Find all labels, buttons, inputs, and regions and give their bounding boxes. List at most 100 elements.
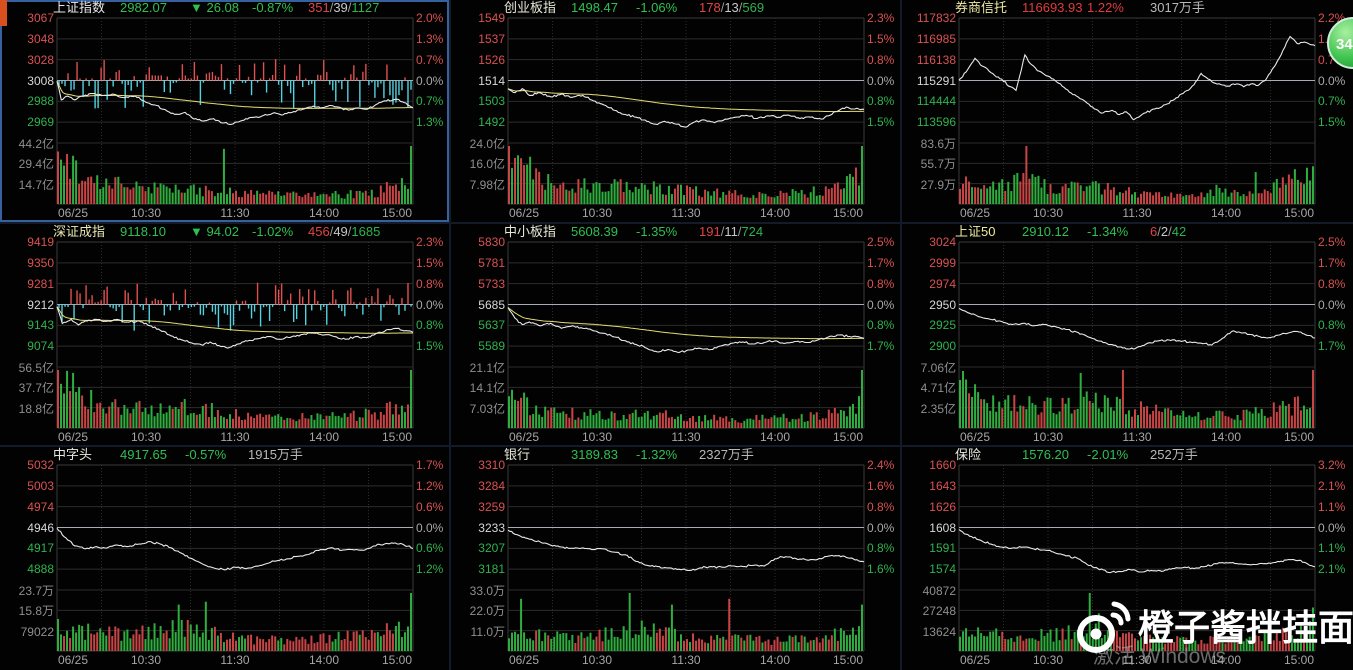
time-axis-label: 06/25 (959, 206, 991, 220)
chart-title: 中小板指 (504, 224, 557, 239)
volume-axis-label: 23.7万 (18, 584, 54, 598)
pct-axis-label: 2.4% (867, 458, 895, 472)
time-axis-label: 14:00 (759, 430, 791, 444)
chart-title: 深证成指 (53, 224, 106, 239)
pct-axis-label: 1.5% (867, 115, 895, 130)
price-axis-label: 115291 (916, 73, 956, 88)
declining-count: 569 (742, 0, 765, 15)
pct-axis-label: 1.3% (416, 31, 444, 46)
time-axis-label: 15:00 (832, 206, 864, 220)
chart-canvas-5[interactable] (451, 224, 902, 447)
time-axis-label: 14:00 (308, 653, 340, 667)
pct-axis-label: 1.7% (416, 458, 444, 472)
time-axis-label: 10:30 (581, 653, 613, 667)
time-axis-label: 06/25 (508, 430, 540, 444)
time-axis-label: 15:00 (381, 430, 413, 444)
chart-pct-change: -1.06% (636, 0, 678, 15)
price-axis-label: 4888 (27, 562, 54, 577)
chart-cell-3[interactable]: 券商信托 116693.93 1.22% 3017万手 117832 2.2% 116985… (902, 0, 1353, 224)
chart-last-value: 2910.12 (1022, 224, 1069, 239)
volume-axis-label: 18.8亿 (18, 401, 54, 416)
time-axis-label: 11:30 (1122, 653, 1152, 667)
pct-axis-label: 3.2% (1318, 458, 1346, 472)
price-axis-label: 4946 (27, 520, 54, 535)
price-axis-label: 3067 (27, 11, 54, 25)
pct-axis-label: 0.7% (416, 52, 444, 67)
slash-separator: / (1157, 224, 1161, 239)
time-axis-label: 14:00 (308, 430, 340, 444)
pct-axis-label: 2.5% (1318, 235, 1346, 249)
price-axis-label: 1660 (929, 458, 956, 472)
price-axis-label: 3259 (478, 499, 505, 514)
chart-cell-9[interactable]: 保险 1576.20 -2.01% 252万手 1660 3.2% 1643 2.1% 1626… (902, 447, 1353, 670)
slash-separator: / (737, 224, 742, 239)
time-axis-label: 14:00 (1210, 430, 1242, 444)
chart-cell-6[interactable]: 上证50 2910.12 -1.34% 6/2/42 3024 2.5% 2999 1.7% 2… (902, 224, 1353, 447)
flat-count: 2 (1160, 224, 1169, 239)
price-axis-label: 114444 (916, 94, 956, 109)
time-axis-label: 11:30 (220, 653, 250, 667)
chart-adv-flat-dec-counts: 6/2/42 (1150, 225, 1186, 239)
chart-canvas-9[interactable] (902, 447, 1353, 670)
floating-badge-label: 34 (1336, 36, 1353, 53)
price-axis-label: 3008 (27, 73, 54, 88)
chart-cell-1[interactable]: 上证指数 2982.07 ▼ 26.08 -0.87% 351/39/1127 3067 2… (0, 0, 451, 224)
chart-cell-8[interactable]: 银行 3189.83 -1.32% 2327万手 3310 2.4% 3284 1.6% 325… (451, 447, 902, 670)
chart-title: 券商信托 (955, 0, 1008, 15)
volume-axis-label: 83.6万 (920, 137, 956, 151)
time-axis-label: 10:30 (130, 206, 162, 220)
volume-axis-label: 33.0万 (469, 584, 505, 598)
time-axis-label: 11:30 (671, 653, 701, 667)
pct-axis-label: 1.1% (1318, 499, 1346, 514)
pct-axis-label: 2.1% (1318, 478, 1346, 493)
chart-last-value: 9118.10 (120, 224, 167, 239)
price-axis-label: 1574 (929, 562, 956, 577)
pct-axis-label: 0.0% (416, 297, 444, 312)
chart-canvas-6[interactable] (902, 224, 1353, 447)
pct-axis-label: 1.6% (867, 562, 895, 577)
chart-pct-change: 1.22% (1087, 0, 1124, 15)
price-axis-label: 2969 (27, 115, 54, 130)
chart-canvas-3[interactable] (902, 0, 1353, 224)
chart-canvas-7[interactable] (0, 447, 451, 670)
price-axis-label: 2999 (929, 255, 956, 270)
price-axis-label: 2950 (929, 297, 956, 312)
volume-axis-label: 7.98亿 (469, 177, 505, 192)
pct-axis-label: 0.0% (416, 73, 444, 88)
pct-axis-label: 2.5% (867, 235, 895, 249)
time-axis-label: 10:30 (1032, 430, 1064, 444)
chart-change: ▼ 26.08 (190, 0, 240, 15)
chart-pct-change: -1.35% (636, 224, 678, 239)
time-axis-label: 06/25 (57, 430, 89, 444)
chart-adv-flat-dec-counts: 178/13/569 (699, 1, 764, 15)
chart-cell-5[interactable]: 中小板指 5608.39 -1.35% 191/11/724 5830 2.5% 5781 1… (451, 224, 902, 447)
time-axis-label: 11:30 (220, 430, 250, 444)
slash-separator: / (347, 0, 352, 15)
pct-axis-label: 0.0% (1318, 520, 1346, 535)
corner-flag (0, 0, 7, 26)
chart-canvas-2[interactable] (451, 0, 902, 224)
advancing-count: 178 (699, 0, 721, 15)
chart-canvas-8[interactable] (451, 447, 902, 670)
time-axis-label: 14:00 (759, 653, 791, 667)
pct-axis-label: 1.6% (867, 478, 895, 493)
time-axis-label: 15:00 (381, 653, 413, 667)
pct-axis-label: 0.8% (867, 94, 895, 109)
chart-cell-4[interactable]: 深证成指 9118.10 ▼ 94.02 -1.02% 456/49/1685 9419 2… (0, 224, 451, 447)
price-axis-label: 9074 (27, 339, 54, 354)
pct-axis-label: 2.3% (416, 235, 444, 249)
chart-pct-change: -0.57% (185, 447, 227, 462)
price-axis-label: 3028 (27, 52, 54, 67)
chart-canvas-1[interactable] (0, 0, 451, 224)
pct-axis-label: 0.8% (867, 499, 895, 514)
advancing-count: 6 (1150, 224, 1158, 239)
windows-activate-watermark: 激活 Windows (1093, 645, 1227, 668)
chart-canvas-4[interactable] (0, 224, 451, 447)
pct-axis-label: 1.7% (867, 339, 895, 354)
chart-cell-7[interactable]: 中字头 4917.65 -0.57% 1915万手 5032 1.7% 5003 1.2% 49… (0, 447, 451, 670)
chart-cell-2[interactable]: 创业板指 1498.47 -1.06% 178/13/569 1549 2.3% 1537 1… (451, 0, 902, 224)
volume-axis-label: 16.0亿 (469, 157, 505, 172)
volume-axis-label: 7.06亿 (920, 361, 956, 375)
chart-title: 上证指数 (53, 0, 106, 15)
